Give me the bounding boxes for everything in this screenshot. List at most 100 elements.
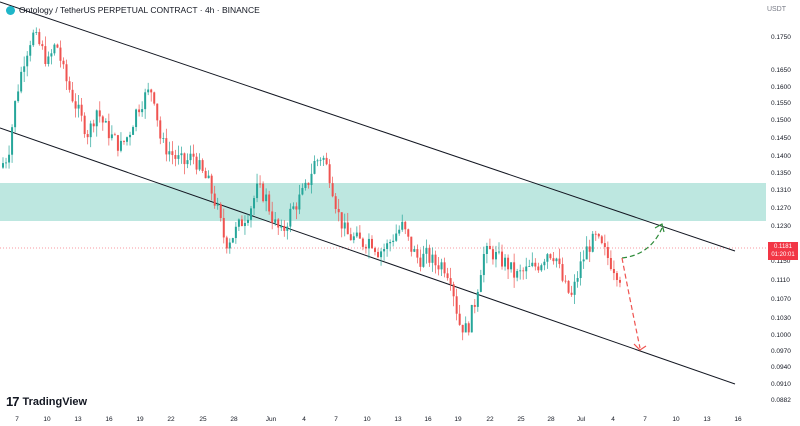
candle-body — [491, 249, 494, 260]
candle-body — [35, 32, 38, 33]
candle-body — [374, 248, 376, 252]
candle-body — [455, 296, 458, 314]
projection-up-path — [621, 227, 663, 259]
candle-body — [17, 91, 20, 102]
candle-body — [159, 120, 162, 139]
candle-body — [5, 162, 8, 164]
candle-body — [519, 270, 522, 272]
candle-body — [352, 236, 355, 241]
candle-body — [80, 104, 83, 116]
price-tick-label: 0.1230 — [771, 223, 791, 230]
candle-body — [603, 243, 606, 248]
candle-body — [594, 233, 597, 235]
candle-body — [298, 194, 301, 210]
candle-body — [8, 154, 11, 163]
currency-label[interactable]: USDT — [766, 6, 786, 13]
candle-body — [171, 151, 174, 156]
candle-body — [573, 281, 576, 295]
price-tick-label: 0.1070 — [771, 296, 791, 303]
candle-body — [528, 266, 531, 267]
candle-body — [280, 225, 283, 228]
candle-body — [156, 103, 159, 121]
candle-body — [41, 44, 44, 47]
candle-body — [458, 313, 461, 325]
candle-body — [364, 246, 367, 249]
time-tick-label: 28 — [547, 416, 555, 423]
candle-body — [195, 156, 198, 170]
projection-up-arrow — [654, 223, 665, 233]
candle-body — [570, 292, 573, 295]
candle-body — [213, 193, 216, 206]
candle-body — [337, 208, 340, 213]
price-tick-label: 0.1650 — [771, 67, 791, 74]
candle-body — [101, 116, 104, 123]
candle-body — [582, 259, 585, 262]
time-tick-label: 25 — [199, 416, 207, 423]
price-tick-label: 0.1750 — [771, 34, 791, 41]
tradingview-watermark[interactable]: 17 TradingView — [6, 394, 87, 409]
candle-body — [207, 175, 210, 179]
candle-body — [606, 247, 609, 259]
candle-body — [501, 251, 504, 267]
candle-body — [38, 32, 41, 45]
candle-body — [561, 264, 564, 281]
projection-down-path — [621, 257, 641, 349]
candle-body — [398, 229, 401, 234]
candle-body — [53, 44, 56, 54]
time-tick-label: 16 — [424, 416, 432, 423]
candle-body — [95, 110, 98, 127]
candle-body — [615, 273, 618, 280]
candle-body — [14, 101, 17, 128]
candle-body — [204, 170, 207, 179]
candle-body — [609, 258, 612, 270]
candle-body — [440, 262, 443, 270]
candle-body — [256, 183, 259, 199]
candle-body — [110, 134, 113, 139]
candle-body — [404, 221, 407, 230]
candle-body — [422, 253, 425, 267]
candle-body — [26, 55, 29, 67]
candle-body — [392, 240, 395, 242]
time-tick-label: 10 — [672, 416, 680, 423]
candle-body — [564, 280, 567, 282]
candle-body — [2, 163, 4, 168]
candle-body — [600, 236, 603, 244]
candle-body — [92, 123, 95, 127]
price-tick-label: 0.1000 — [771, 332, 791, 339]
time-tick-label: 22 — [167, 416, 175, 423]
time-tick-label: Jul — [576, 416, 586, 423]
candle-body — [307, 182, 310, 186]
candle-body — [597, 233, 600, 237]
candle-body — [268, 194, 271, 212]
candle-body — [262, 183, 265, 202]
candle-body — [370, 238, 373, 249]
candle-body — [473, 304, 476, 307]
candle-body — [246, 219, 249, 223]
candle-body — [319, 159, 322, 161]
candle-body — [71, 89, 74, 102]
candle-body — [219, 204, 222, 218]
candle-body — [331, 183, 334, 197]
time-tick-label: 13 — [703, 416, 711, 423]
candle-body — [11, 127, 14, 155]
candle-body — [301, 187, 304, 195]
time-tick-label: 4 — [302, 416, 306, 423]
candle-body — [68, 81, 71, 90]
time-tick-label: 16 — [105, 416, 113, 423]
candle-body — [343, 222, 346, 229]
candle-body — [65, 64, 68, 82]
candle-body — [558, 258, 561, 265]
candle-body — [168, 151, 171, 155]
candle-body — [138, 109, 141, 113]
channel-lower-line — [0, 127, 736, 385]
price-tick-label: 0.1310 — [771, 187, 791, 194]
candle-body — [147, 89, 150, 93]
candle-body — [222, 217, 225, 238]
candle-body — [23, 66, 26, 72]
candle-body — [86, 134, 89, 138]
candle-body — [618, 279, 621, 283]
price-tick-label: 0.1550 — [771, 100, 791, 107]
candle-body — [531, 262, 534, 267]
candle-body — [228, 242, 231, 249]
